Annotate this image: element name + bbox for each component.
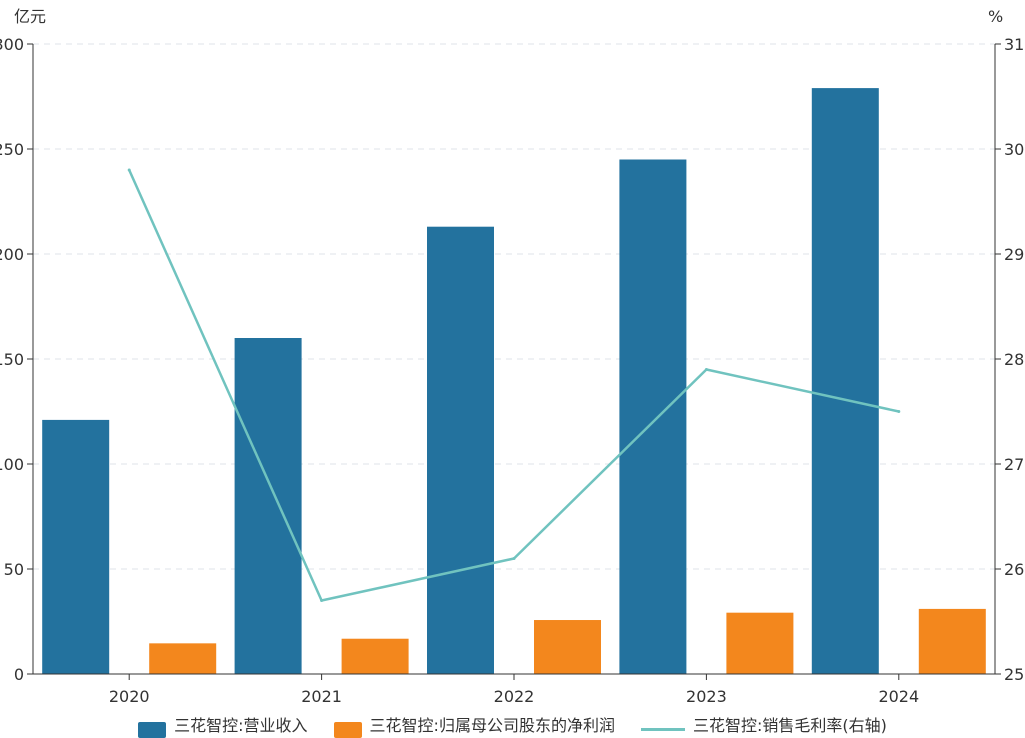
bar-net-profit <box>149 643 217 674</box>
bar-revenue <box>234 338 302 674</box>
line-point <box>897 410 901 413</box>
right-tick-label: 30 <box>1004 140 1024 159</box>
bar-revenue <box>811 88 879 675</box>
left-tick-label: 250 <box>0 140 24 159</box>
right-tick-label: 31 <box>1004 35 1024 54</box>
x-tick-label: 2023 <box>686 687 727 706</box>
right-tick-label: 27 <box>1004 455 1024 474</box>
legend-swatch-revenue <box>138 722 167 738</box>
line-point <box>320 599 324 602</box>
legend-item-net-profit[interactable]: 三花智控:归属母公司股东的净利润 <box>333 712 615 738</box>
right-tick-label: 25 <box>1004 665 1024 684</box>
x-tick-label: 2022 <box>494 687 535 706</box>
right-axis-unit: % <box>988 7 1003 26</box>
axes: 0 50 100 150 200 250 300 25 26 27 28 29 30 31 2020 2021… <box>0 35 1024 706</box>
bar-net-profit <box>534 620 601 674</box>
right-tick-label: 29 <box>1004 245 1024 264</box>
left-tick-label: 300 <box>0 35 24 54</box>
left-axis-unit: 亿元 <box>14 7 46 26</box>
x-tick-label: 2024 <box>878 687 919 706</box>
legend-item-revenue[interactable]: 三花智控:营业收入 <box>138 712 308 738</box>
right-tick-label: 26 <box>1004 560 1024 579</box>
legend-swatch-net-profit <box>333 722 362 738</box>
bar-revenue <box>619 159 687 674</box>
left-tick-label: 150 <box>0 350 24 369</box>
bar-net-profit <box>341 638 409 674</box>
legend-label-revenue: 三花智控:营业收入 <box>174 716 308 735</box>
legend: 三花智控:营业收入 三花智控:归属母公司股东的净利润 三花智控:销售毛利率(右轴… <box>0 712 1025 738</box>
bar-net-profit <box>918 608 986 674</box>
legend-item-gross-margin[interactable]: 三花智控:销售毛利率(右轴) <box>640 712 887 735</box>
left-tick-label: 100 <box>0 455 24 474</box>
left-tick-label: 50 <box>4 560 24 579</box>
legend-label-gross-margin: 三花智控:销售毛利率(右轴) <box>692 716 887 735</box>
left-tick-label: 200 <box>0 245 24 264</box>
legend-swatch-gross-margin <box>640 728 685 731</box>
x-tick-label: 2020 <box>109 687 150 706</box>
bar-net-profit <box>726 612 794 674</box>
left-tick-label: 0 <box>14 665 24 684</box>
x-tick-label: 2021 <box>301 687 342 706</box>
line-point <box>512 557 516 560</box>
legend-label-net-profit: 三花智控:归属母公司股东的净利润 <box>369 716 615 735</box>
line-point <box>704 368 708 371</box>
line-point <box>127 168 131 172</box>
bar-series <box>42 88 986 675</box>
line-series <box>127 168 901 602</box>
bar-revenue <box>427 226 494 674</box>
bar-revenue <box>42 419 110 674</box>
right-tick-label: 28 <box>1004 350 1024 369</box>
